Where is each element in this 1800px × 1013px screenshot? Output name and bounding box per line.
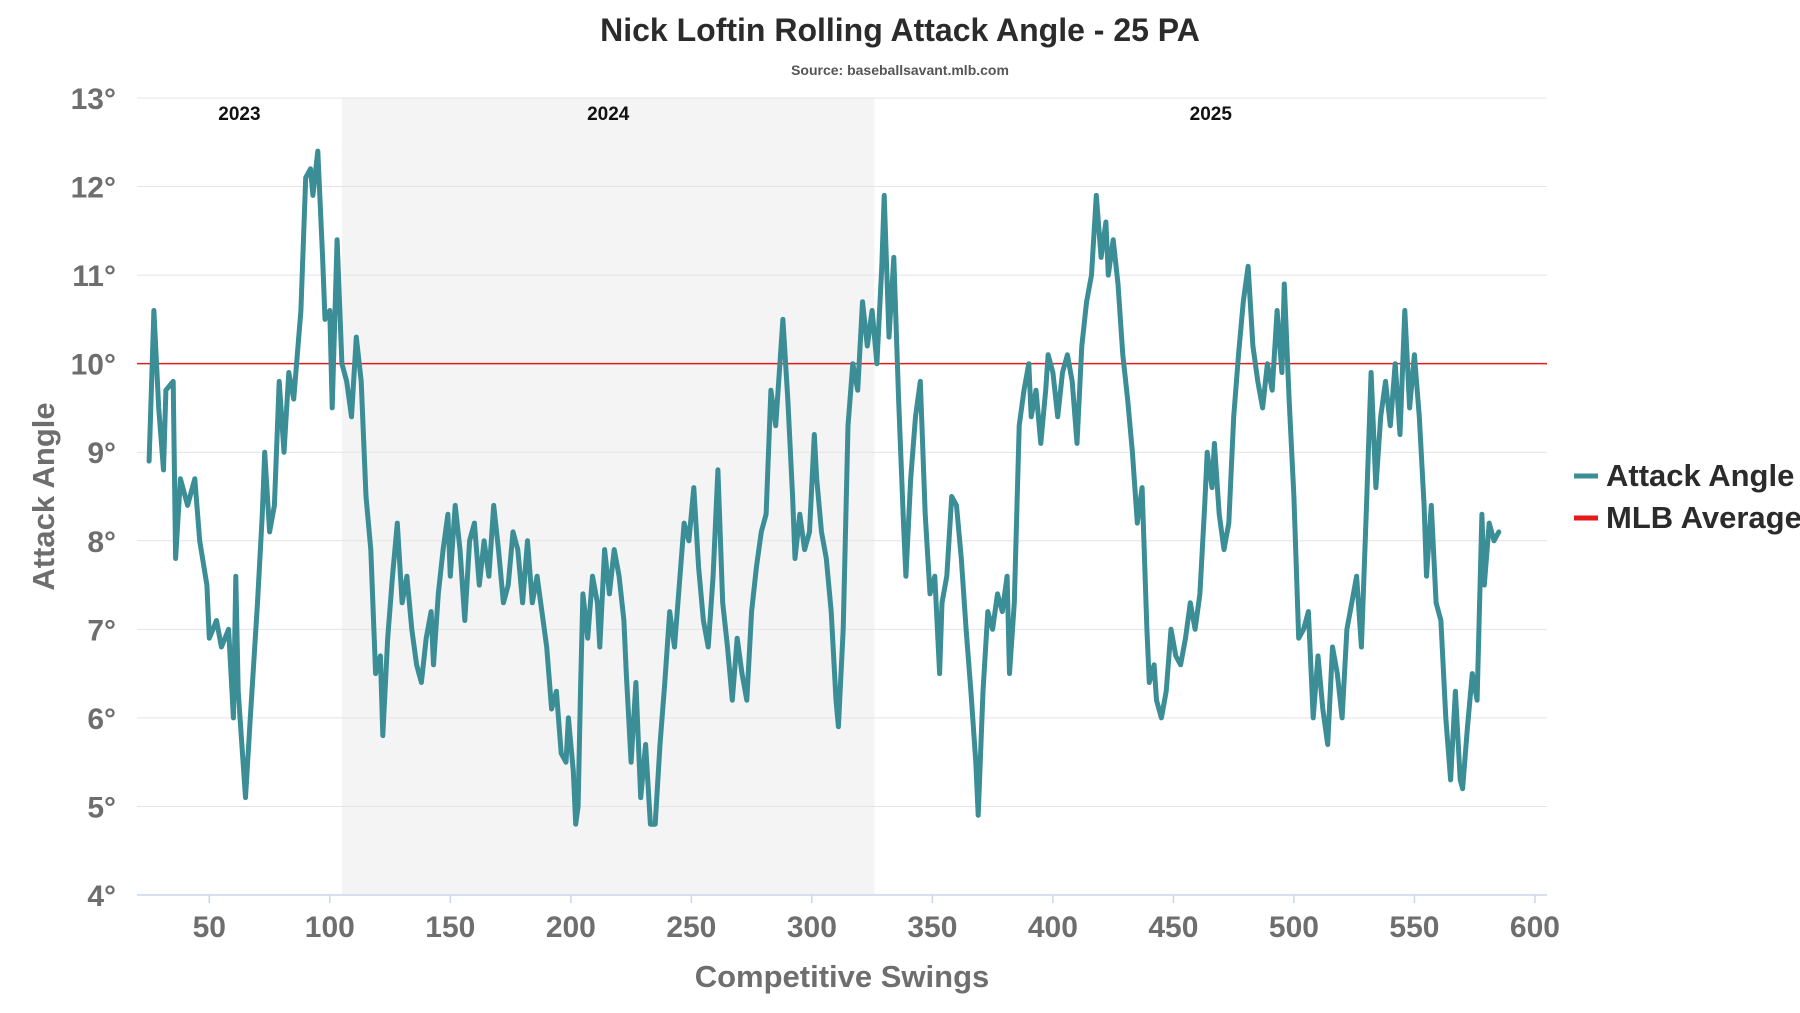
y-tick-label: 7° [87,614,116,647]
attack-angle-line [146,148,1502,827]
series-group [146,148,1502,827]
season-bands [341,98,875,895]
axes: 4° 5° 6° 7° 8° 9° 10° 11° 12° 13° 50 100 150 200 250 30… [71,83,1560,944]
chart-title: Nick Loftin Rolling Attack Angle - 25 PA [600,12,1200,48]
y-tick-label: 4° [87,880,116,913]
y-tick-label: 10° [71,349,116,382]
x-tick-label: 350 [907,911,957,944]
x-tick-label: 600 [1510,911,1560,944]
x-tick-label: 500 [1269,911,1319,944]
season-label-2024: 2024 [587,104,630,125]
legend: Attack Angle MLB Average [1574,458,1800,535]
x-tick-label: 200 [546,911,596,944]
y-tick-label: 8° [87,526,116,559]
season-labels: 2023 2024 2025 [218,104,1232,125]
legend-label: Attack Angle [1606,458,1794,493]
x-tick-label: 100 [305,911,355,944]
y-tick-label: 13° [71,83,116,116]
x-tick-label: 550 [1389,911,1439,944]
x-tick-label: 250 [666,911,716,944]
y-tick-label: 11° [72,260,116,293]
y-tick-label: 5° [87,791,116,824]
y-tick-label: 6° [87,703,116,736]
y-tick-label: 12° [71,172,116,205]
y-axis-title: Attack Angle [26,402,61,590]
y-tick-label: 9° [87,437,116,470]
legend-label: MLB Average [1606,500,1800,535]
x-tick-label: 150 [425,911,475,944]
x-tick-label: 50 [193,911,226,944]
chart-subtitle: Source: baseballsavant.mlb.com [791,62,1009,78]
season-label-2025: 2025 [1190,104,1233,125]
season-band-2024 [341,98,875,895]
x-tick-label: 450 [1148,911,1198,944]
season-label-2023: 2023 [218,104,260,125]
x-axis-title: Competitive Swings [695,959,990,994]
x-tick-label: 400 [1028,911,1078,944]
x-tick-label: 300 [787,911,837,944]
